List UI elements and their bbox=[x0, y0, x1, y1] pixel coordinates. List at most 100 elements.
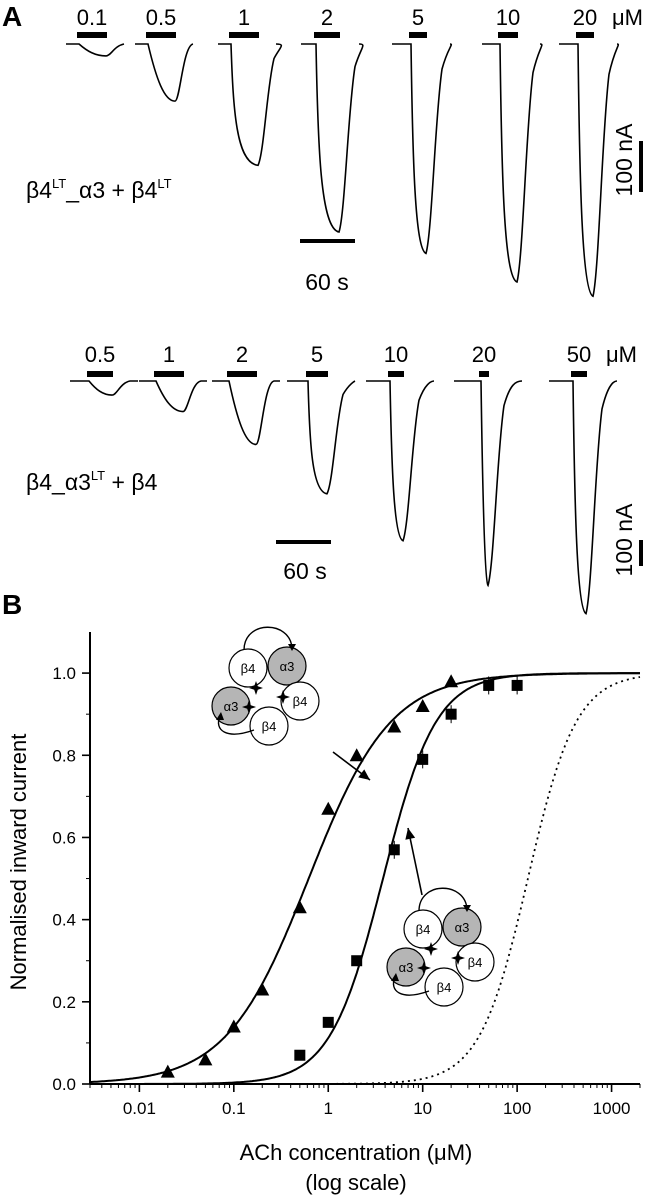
plot-axes: 0.01 0.1 1 10 100 1000 0.0 0.2 0.4 0.6 0.8 1.0 bbox=[52, 632, 641, 1118]
square-point bbox=[322, 1016, 334, 1028]
current-trace bbox=[392, 43, 453, 255]
y-tick-label: 0.2 bbox=[52, 993, 76, 1012]
triangle-point bbox=[321, 801, 336, 815]
beta4-subunit bbox=[424, 967, 464, 1007]
y-axis-title: Normalised inward current bbox=[6, 734, 31, 991]
subunit-label: α3 bbox=[280, 659, 295, 674]
current-trace bbox=[212, 380, 280, 446]
x-tick-label: 0.1 bbox=[222, 1099, 246, 1118]
x-tick-label: 10 bbox=[413, 1099, 432, 1118]
current-trace bbox=[66, 43, 125, 57]
concentration-label: 0.5 bbox=[85, 342, 116, 367]
linker-arrowhead bbox=[216, 712, 224, 720]
y-tick-label: 0.0 bbox=[52, 1075, 76, 1094]
triangle-point bbox=[444, 674, 459, 688]
concentration-label: 20 bbox=[573, 5, 597, 30]
trace-set-2: 0.5 1 2 5 10 20 50 μM bbox=[70, 342, 637, 615]
subunit-label: β4 bbox=[293, 694, 308, 709]
receptor-diagram-2: β4 α3 β4 β4 α3 bbox=[386, 887, 495, 1007]
square-point bbox=[351, 955, 363, 967]
fit-curve-2 bbox=[90, 672, 640, 1085]
binding-site-star bbox=[424, 942, 438, 956]
concentration-unit: μM bbox=[612, 5, 643, 30]
fit-curve-3 bbox=[90, 676, 641, 1085]
beta4-subunit bbox=[249, 706, 289, 746]
concentration-label: 5 bbox=[311, 342, 323, 367]
linker-arc bbox=[418, 887, 468, 912]
time-scale-label-2: 60 s bbox=[283, 558, 326, 584]
current-trace bbox=[366, 380, 435, 542]
square-point bbox=[294, 1049, 306, 1061]
subunit-label: α3 bbox=[224, 699, 239, 714]
x-tick-label: 1000 bbox=[593, 1099, 631, 1118]
y-tick-label: 1.0 bbox=[52, 664, 76, 683]
current-trace bbox=[482, 43, 543, 284]
current-trace bbox=[454, 380, 523, 588]
current-scale-label-2: 100 nA bbox=[611, 503, 637, 577]
beta4-subunit bbox=[403, 909, 443, 949]
binding-site-star bbox=[451, 951, 465, 965]
x-axis-title: ACh concentration (μM) bbox=[240, 1140, 473, 1165]
x-axis-subtitle: (log scale) bbox=[305, 1170, 406, 1195]
x-tick-label: 0.01 bbox=[123, 1099, 156, 1118]
data-points bbox=[160, 674, 523, 1078]
concentration-label: 0.1 bbox=[77, 5, 108, 30]
subunit-label: β4 bbox=[241, 661, 256, 676]
triangle-point bbox=[160, 1064, 175, 1078]
subunit-label: β4 bbox=[262, 719, 277, 734]
concentration-label: 50 bbox=[567, 342, 591, 367]
current-trace bbox=[139, 380, 207, 413]
triangle-point bbox=[226, 1019, 241, 1033]
y-tick-label: 0.4 bbox=[52, 911, 76, 930]
receptor-diagrams: β4 α3 β4 β4 α3 β4 α3 β4 β4 α3 bbox=[211, 626, 495, 1007]
pointer-arrow-1-head bbox=[358, 769, 370, 780]
construct-label-1: β4LT_α3 + β4LT bbox=[26, 176, 172, 203]
beta4-subunit bbox=[455, 942, 495, 982]
alpha3-subunit bbox=[267, 646, 307, 686]
pointer-arrow-2-head bbox=[405, 828, 416, 840]
current-trace bbox=[287, 380, 356, 495]
concentration-label: 2 bbox=[236, 342, 248, 367]
concentration-label: 1 bbox=[163, 342, 175, 367]
concentration-label: 5 bbox=[412, 5, 424, 30]
trace-set-1: 0.1 0.5 1 2 5 10 20 μM bbox=[66, 5, 643, 298]
current-trace bbox=[301, 43, 364, 233]
binding-site-star bbox=[417, 961, 431, 975]
subunit-label: α3 bbox=[455, 920, 470, 935]
current-scale-label-1: 100 nA bbox=[611, 123, 637, 197]
concentration-label: 0.5 bbox=[146, 5, 177, 30]
pointer-arrow-2 bbox=[407, 827, 423, 896]
linker-arc bbox=[243, 626, 293, 651]
concentration-label: 10 bbox=[496, 5, 520, 30]
current-trace bbox=[218, 43, 283, 167]
fit-curve-1 bbox=[90, 672, 640, 1083]
concentration-label: 20 bbox=[472, 342, 496, 367]
concentration-label: 1 bbox=[238, 5, 250, 30]
triangle-point bbox=[349, 748, 364, 762]
subunit-label: β4 bbox=[416, 922, 431, 937]
concentration-label: 2 bbox=[321, 5, 333, 30]
x-tick-label: 1 bbox=[324, 1099, 333, 1118]
triangle-point bbox=[255, 982, 270, 996]
panel-b-label: B bbox=[2, 589, 22, 620]
subunit-label: β4 bbox=[468, 955, 483, 970]
triangle-point bbox=[292, 900, 307, 914]
y-tick-label: 0.8 bbox=[52, 746, 76, 765]
triangle-point bbox=[415, 698, 430, 712]
fit-curves bbox=[90, 672, 641, 1085]
binding-site-star bbox=[276, 690, 290, 704]
y-tick-label: 0.6 bbox=[52, 828, 76, 847]
construct-label-2: β4_α3LT + β4 bbox=[26, 468, 158, 495]
receptor-diagram-1: β4 α3 β4 β4 α3 bbox=[211, 626, 320, 746]
triangle-point bbox=[198, 1052, 213, 1066]
current-trace bbox=[70, 380, 138, 396]
linker-arrowhead bbox=[463, 905, 471, 912]
panel-a-label: A bbox=[2, 1, 22, 32]
binding-site-star bbox=[242, 700, 256, 714]
triangle-point bbox=[387, 719, 402, 733]
current-trace bbox=[135, 43, 194, 102]
concentration-label: 10 bbox=[384, 342, 408, 367]
x-tick-label: 100 bbox=[503, 1099, 531, 1118]
beta4-subunit bbox=[228, 648, 268, 688]
concentration-unit: μM bbox=[606, 342, 637, 367]
